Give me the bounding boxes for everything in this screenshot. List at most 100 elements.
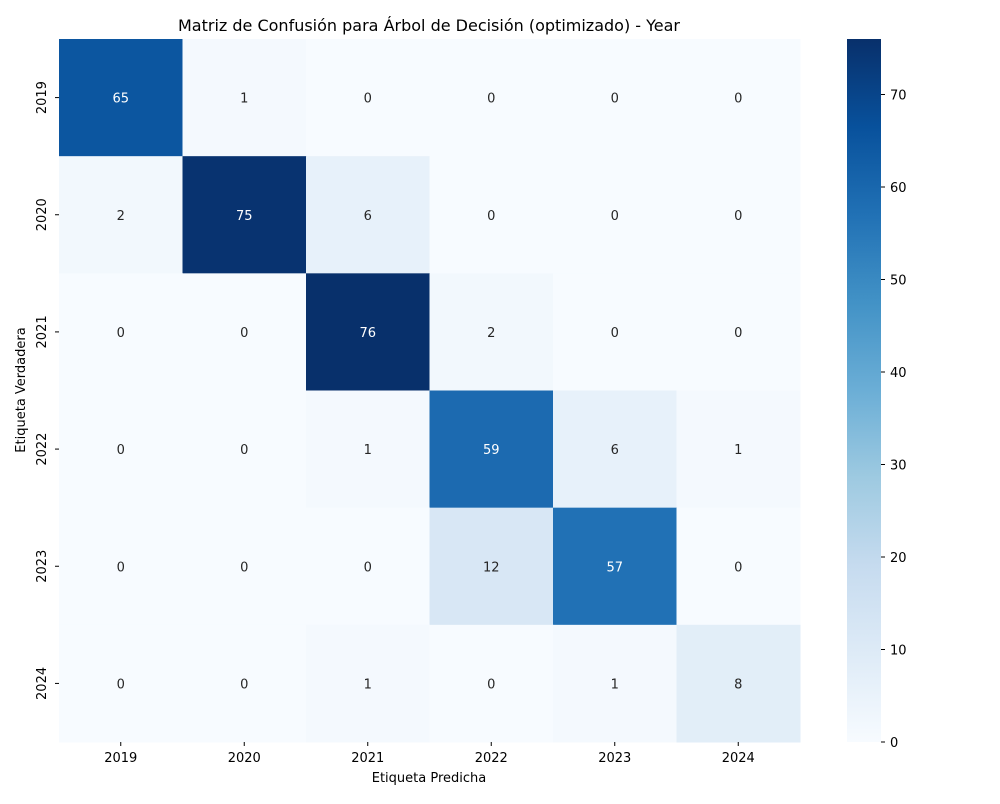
- cell-value-label: 59: [483, 443, 500, 458]
- colorbar-tick-label: 20: [890, 551, 907, 566]
- heatmap-cell: [676, 390, 801, 509]
- heatmap-cell: [429, 39, 554, 157]
- chart-title: Matriz de Confusión para Árbol de Decisi…: [178, 16, 680, 35]
- heatmap-cell: [676, 39, 801, 157]
- cell-value-label: 1: [734, 443, 742, 458]
- heatmap-cell: [429, 624, 554, 743]
- cell-value-label: 0: [734, 92, 742, 107]
- cell-value-label: 12: [483, 560, 500, 575]
- cell-value-label: 0: [734, 560, 742, 575]
- cell-value-label: 0: [117, 677, 125, 692]
- y-axis-ticks: 2019 2020 2021 2022 2023 2024: [35, 81, 59, 700]
- x-axis-label: Etiqueta Predicha: [372, 771, 487, 786]
- cell-value-label: 1: [364, 443, 372, 458]
- heatmap-cell: [676, 273, 801, 391]
- heatmap-cell: [306, 156, 430, 274]
- heatmap-cell: [553, 390, 677, 509]
- x-tick-label: 2022: [475, 751, 508, 766]
- x-axis-ticks: 2019 2020 2021 2022 2023 2024: [104, 742, 755, 766]
- heatmap-cell: [553, 624, 677, 743]
- cell-value-label: 0: [364, 92, 372, 107]
- cell-value-label: 0: [240, 677, 248, 692]
- heatmap-cell: [59, 507, 183, 626]
- cell-value-label: 65: [112, 92, 129, 107]
- cell-value-label: 0: [240, 443, 248, 458]
- cell-value-label: 1: [364, 677, 372, 692]
- heatmap-cell: [59, 273, 183, 391]
- y-tick-label: 2022: [35, 433, 50, 466]
- y-tick-label: 2020: [35, 198, 50, 231]
- y-axis-label: Etiqueta Verdadera: [14, 327, 29, 452]
- colorbar: 0 10 20 30 40 50 60 70: [847, 39, 907, 751]
- y-tick-label: 2024: [35, 667, 50, 700]
- heatmap-cell: [59, 390, 183, 509]
- x-tick-label: 2021: [351, 751, 384, 766]
- cell-value-label: 1: [240, 92, 248, 107]
- heatmap-cell: [182, 273, 307, 391]
- heatmap-cell: [59, 39, 183, 157]
- y-tick-label: 2019: [35, 81, 50, 114]
- heatmap-cell: [182, 507, 307, 626]
- heatmap-cell: [553, 156, 677, 274]
- heatmap-cell: [182, 624, 307, 743]
- heatmap-cell: [59, 156, 183, 274]
- cell-value-label: 0: [487, 92, 495, 107]
- cell-value-label: 0: [611, 209, 619, 224]
- heatmap-cell: [306, 507, 430, 626]
- cell-value-label: 0: [240, 326, 248, 341]
- x-tick-label: 2019: [104, 751, 137, 766]
- colorbar-tick-label: 50: [890, 274, 907, 289]
- cell-value-label: 0: [734, 209, 742, 224]
- y-tick-label: 2023: [35, 550, 50, 583]
- heatmap-cell: [429, 156, 554, 274]
- x-tick-label: 2020: [228, 751, 261, 766]
- cell-value-label: 8: [734, 677, 742, 692]
- cell-value-label: 76: [359, 326, 376, 341]
- colorbar-tick-label: 0: [890, 736, 898, 751]
- colorbar-tick-label: 60: [890, 181, 907, 196]
- heatmap-cells: 65 1 0 0 0 0 2 75 6 0 0 0 0 0 76 2 0 0 0 0 1 59 6 1 0 0 0 12 57 0 0 0 1 0…: [59, 39, 801, 743]
- heatmap-cell: [429, 390, 554, 509]
- cell-value-label: 0: [611, 92, 619, 107]
- cell-value-label: 0: [487, 677, 495, 692]
- cell-value-label: 6: [364, 209, 372, 224]
- heatmap-cell: [306, 624, 430, 743]
- colorbar-tick-label: 10: [890, 644, 907, 659]
- heatmap-cell: [553, 273, 677, 391]
- cell-value-label: 0: [117, 560, 125, 575]
- cell-value-label: 75: [236, 209, 253, 224]
- colorbar-tick-label: 40: [890, 366, 907, 381]
- cell-value-label: 2: [117, 209, 125, 224]
- y-tick-label: 2021: [35, 315, 50, 348]
- cell-value-label: 0: [117, 326, 125, 341]
- heatmap-cell: [553, 39, 677, 157]
- heatmap-cell: [306, 390, 430, 509]
- cell-value-label: 2: [487, 326, 495, 341]
- cell-value-label: 57: [606, 560, 623, 575]
- heatmap-cell: [182, 156, 307, 274]
- colorbar-tick-label: 30: [890, 459, 907, 474]
- heatmap-cell: [676, 624, 801, 743]
- heatmap-cell: [429, 507, 554, 626]
- heatmap-cell: [59, 624, 183, 743]
- cell-value-label: 0: [611, 326, 619, 341]
- cell-value-label: 0: [240, 560, 248, 575]
- heatmap-cell: [306, 39, 430, 157]
- cell-value-label: 0: [117, 443, 125, 458]
- cell-value-label: 6: [611, 443, 619, 458]
- colorbar-gradient: [847, 39, 881, 742]
- colorbar-tick-label: 70: [890, 89, 907, 104]
- heatmap-cell: [429, 273, 554, 391]
- cell-value-label: 0: [487, 209, 495, 224]
- heatmap-cell: [182, 39, 307, 157]
- cell-value-label: 0: [364, 560, 372, 575]
- heatmap-cell: [676, 507, 801, 626]
- x-tick-label: 2023: [598, 751, 631, 766]
- heatmap-cell: [676, 156, 801, 274]
- x-tick-label: 2024: [722, 751, 755, 766]
- heatmap-cell: [182, 390, 307, 509]
- cell-value-label: 0: [734, 326, 742, 341]
- heatmap-cell: [553, 507, 677, 626]
- cell-value-label: 1: [611, 677, 619, 692]
